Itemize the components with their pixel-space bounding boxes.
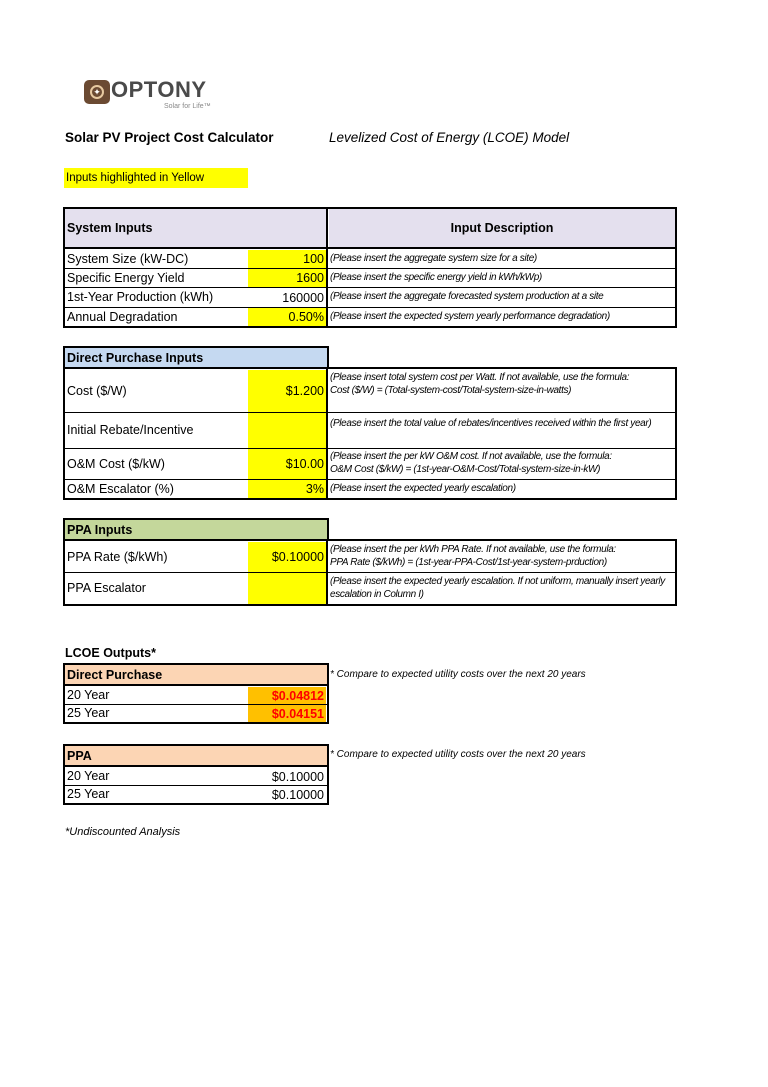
row-label: 20 Year bbox=[67, 769, 110, 783]
row-label: O&M Cost ($/kW) bbox=[67, 456, 165, 471]
sun-logo-icon: ✦ bbox=[84, 80, 110, 104]
description-text: (Please insert the total value of rebate… bbox=[330, 418, 652, 429]
row-label: Cost ($/W) bbox=[67, 383, 127, 398]
input-value-cell[interactable] bbox=[248, 573, 326, 604]
ppa-output-note: * Compare to expected utility costs over… bbox=[330, 749, 586, 760]
input-value-cell[interactable]: 0.50% bbox=[248, 308, 326, 326]
description-text: (Please insert the expected system yearl… bbox=[330, 311, 610, 322]
description-text: (Please insert the aggregate forecasted … bbox=[330, 291, 604, 302]
description-text: (Please insert the expected yearly escal… bbox=[330, 576, 665, 600]
description-text: (Please insert total system cost per Wat… bbox=[330, 372, 630, 383]
row-label: Specific Energy Yield bbox=[67, 270, 185, 285]
lcoe-outputs-title: LCOE Outputs* bbox=[65, 646, 156, 660]
row-label: 25 Year bbox=[67, 787, 110, 801]
description-text: (Please insert the specific energy yield… bbox=[330, 272, 542, 283]
direct-output-note: * Compare to expected utility costs over… bbox=[330, 669, 586, 680]
description-formula: PPA Rate ($/kWh) = (1st-year-PPA-Cost/1s… bbox=[330, 557, 607, 568]
row-description: (Please insert the expected yearly escal… bbox=[328, 572, 675, 604]
row-divider bbox=[65, 572, 675, 573]
description-formula: O&M Cost ($/kW) = (1st-year-O&M-Cost/Tot… bbox=[330, 464, 601, 475]
row-label: System Size (kW-DC) bbox=[67, 251, 189, 266]
undiscounted-footnote: *Undiscounted Analysis bbox=[65, 826, 181, 838]
logo-wordmark: OPTONY bbox=[111, 77, 207, 102]
logo-tagline: Solar for Life™ bbox=[164, 103, 211, 110]
row-label: O&M Escalator (%) bbox=[67, 481, 174, 496]
row-label: Initial Rebate/Incentive bbox=[67, 423, 194, 437]
row-description: (Please insert the total value of rebate… bbox=[328, 412, 675, 448]
direct-purchase-table bbox=[63, 367, 677, 500]
row-divider bbox=[65, 412, 675, 413]
row-divider bbox=[65, 448, 675, 449]
ppa-inputs-header: PPA Inputs bbox=[67, 522, 133, 537]
row-divider bbox=[65, 287, 675, 288]
row-label: PPA Escalator bbox=[67, 581, 146, 595]
ppa-inputs-table bbox=[63, 539, 677, 606]
description-text: (Please insert the per kWh PPA Rate. If … bbox=[330, 544, 616, 555]
input-value-cell[interactable]: $10.00 bbox=[248, 449, 326, 479]
lcoe-output-value: $0.04151 bbox=[248, 705, 326, 722]
lcoe-output-value: $0.10000 bbox=[271, 769, 324, 784]
row-label: 1st-Year Production (kWh) bbox=[67, 290, 214, 304]
ppa-output-table bbox=[63, 744, 329, 805]
description-formula: Cost ($/W) = (Total-system-cost/Total-sy… bbox=[330, 385, 572, 396]
input-description-header: Input Description bbox=[329, 209, 675, 247]
row-label: PPA Rate ($/kWh) bbox=[67, 549, 168, 564]
system-inputs-table bbox=[63, 207, 677, 328]
system-inputs-header: System Inputs bbox=[65, 209, 327, 247]
inputs-legend: Inputs highlighted in Yellow bbox=[64, 168, 248, 188]
row-divider bbox=[65, 268, 675, 269]
row-label: Annual Degradation bbox=[67, 309, 178, 324]
description-text: (Please insert the expected yearly escal… bbox=[330, 483, 516, 494]
ppa-output-header: PPA bbox=[65, 746, 327, 765]
row-divider bbox=[65, 704, 327, 705]
input-value-cell[interactable]: $1.200 bbox=[248, 370, 326, 412]
description-text: (Please insert the per kW O&M cost. If n… bbox=[330, 451, 612, 462]
direct-output-header: Direct Purchase bbox=[65, 665, 327, 684]
input-value-cell[interactable]: 100 bbox=[248, 250, 326, 268]
direct-purchase-header: Direct Purchase Inputs bbox=[67, 350, 204, 365]
description-text: (Please insert the aggregate system size… bbox=[330, 253, 537, 264]
row-description: (Please insert the aggregate system size… bbox=[328, 249, 675, 268]
page-subtitle: Levelized Cost of Energy (LCOE) Model bbox=[329, 130, 570, 145]
row-divider bbox=[65, 307, 675, 308]
lcoe-output-value: $0.04812 bbox=[248, 687, 326, 704]
input-value-cell[interactable]: 3% bbox=[248, 480, 326, 498]
lcoe-output-value: $0.10000 bbox=[271, 787, 324, 802]
row-description: (Please insert the per kWh PPA Rate. If … bbox=[328, 541, 675, 572]
optony-logo: ✦ OPTONY Solar for Life™ bbox=[84, 78, 214, 112]
row-description: (Please insert total system cost per Wat… bbox=[328, 369, 675, 412]
row-divider bbox=[65, 785, 327, 786]
row-description: (Please insert the specific energy yield… bbox=[328, 268, 675, 287]
row-description: (Please insert the expected yearly escal… bbox=[328, 479, 675, 498]
page-title: Solar PV Project Cost Calculator bbox=[65, 130, 274, 145]
input-value-cell[interactable]: $0.10000 bbox=[248, 542, 326, 572]
row-description: (Please insert the per kW O&M cost. If n… bbox=[328, 448, 675, 479]
input-value-cell[interactable] bbox=[248, 413, 326, 448]
input-value-cell[interactable]: 1600 bbox=[248, 269, 326, 287]
direct-output-table bbox=[63, 663, 329, 724]
row-description: (Please insert the expected system yearl… bbox=[328, 307, 675, 326]
row-label: 25 Year bbox=[67, 706, 110, 720]
row-description: (Please insert the aggregate forecasted … bbox=[328, 287, 675, 307]
row-label: 20 Year bbox=[67, 688, 110, 702]
input-value-cell: 160000 bbox=[282, 290, 324, 305]
row-divider bbox=[65, 479, 675, 480]
